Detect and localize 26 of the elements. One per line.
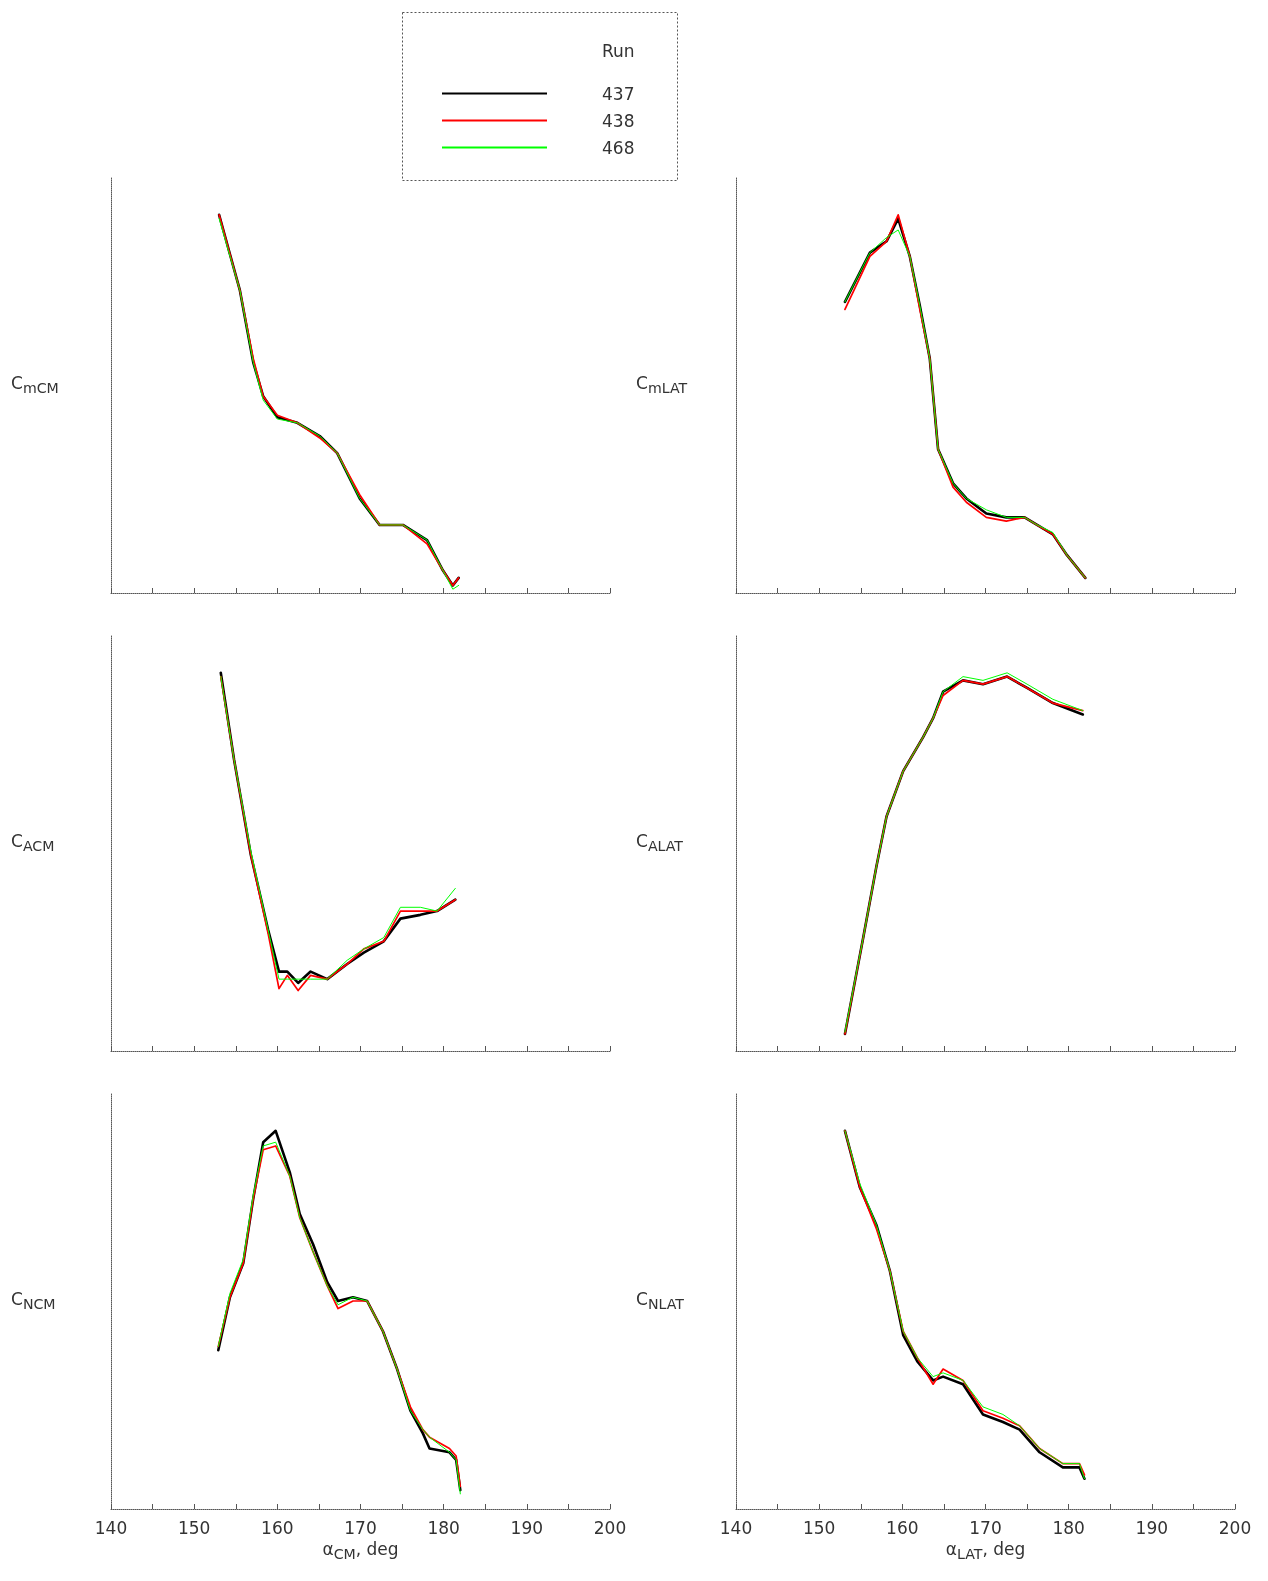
- text: 438: [602, 110, 635, 131]
- x-tick-label: 190: [1135, 1517, 1169, 1538]
- y-axis-title: C$_{ALAT}$: [636, 831, 684, 855]
- x-tick-label: 200: [593, 1517, 627, 1538]
- y-axis-title: C$_{mLAT}$: [636, 373, 688, 397]
- x-tick-label: 140: [719, 1517, 753, 1538]
- x-tick-label: 160: [886, 1517, 919, 1538]
- x-axis-title: α$_{LAT}$, deg: [944, 1539, 1027, 1563]
- x-tick-label: 200: [1218, 1517, 1252, 1538]
- y-axis-title: C$_{NLAT}$: [636, 1289, 684, 1313]
- x-tick-label: 190: [510, 1517, 544, 1538]
- x-tick-label: 150: [177, 1517, 211, 1538]
- x-tick-label: 170: [969, 1517, 1002, 1538]
- legend-title: Run: [602, 40, 635, 61]
- y-axis-title: C$_{NCM}$: [11, 1289, 56, 1313]
- x-tick-label: 180: [1052, 1517, 1085, 1538]
- x-tick-label: 170: [344, 1517, 377, 1538]
- x-tick-label: 140: [94, 1517, 128, 1538]
- x-tick-label: 180: [427, 1517, 460, 1538]
- x-axis-title: α$_{CM}$, deg: [321, 1539, 400, 1563]
- x-tick-label: 150: [802, 1517, 836, 1538]
- x-tick-label: 160: [261, 1517, 294, 1538]
- text: 468: [602, 137, 635, 158]
- y-axis-title: C$_{ACM}$: [11, 831, 55, 855]
- y-axis-title: C$_{mCM}$: [11, 373, 59, 397]
- text: 437: [602, 83, 635, 104]
